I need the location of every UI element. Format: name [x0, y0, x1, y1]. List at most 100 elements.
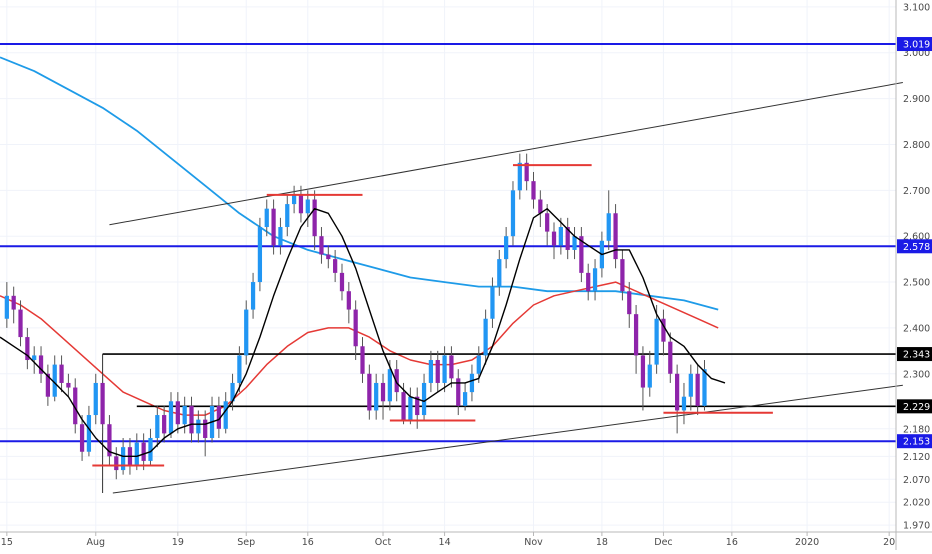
candle-body	[524, 162, 529, 182]
time-axis-ticks: 15 Aug 19 Sep 16 Oct 14 Nov 18 Dec 16 2020 20	[1, 532, 895, 548]
candle-body	[114, 456, 119, 471]
candle-body	[668, 341, 673, 374]
candle-body	[620, 259, 625, 292]
candle-body	[66, 382, 71, 388]
candle-body	[73, 387, 78, 425]
candle-body	[141, 442, 146, 461]
candle-body	[278, 227, 283, 246]
candle-body	[579, 236, 584, 273]
candle-body	[654, 318, 659, 365]
candle-body	[681, 396, 687, 411]
candle-body	[93, 382, 98, 416]
candle-body	[592, 268, 598, 292]
candle-body	[394, 369, 399, 393]
price-tag	[897, 37, 932, 52]
candle-body	[558, 227, 563, 246]
price-tag	[897, 239, 932, 254]
x-tick-label: 19	[172, 537, 184, 548]
x-tick-label: Nov	[524, 537, 543, 548]
candle-body	[271, 208, 276, 246]
price-tag-label: 2.578	[903, 242, 930, 253]
candle-body	[435, 360, 440, 383]
candle-body	[606, 213, 611, 241]
candle-body	[230, 382, 235, 402]
candle-body	[120, 447, 126, 471]
candle-body	[189, 405, 194, 434]
candle-body	[59, 364, 64, 383]
y-tick-label: 3.100	[903, 2, 930, 13]
y-tick-label: 2.900	[903, 94, 930, 105]
candle-body	[175, 401, 180, 425]
candle-body	[633, 314, 639, 356]
y-tick-label: 2.300	[903, 369, 930, 380]
candle-body	[497, 259, 502, 287]
ema-mid-layer	[0, 281, 719, 416]
y-tick-label: 2.400	[903, 323, 930, 334]
candle-body	[695, 373, 700, 406]
x-tick-label: Oct	[375, 537, 392, 548]
candle-body	[538, 199, 543, 214]
candle-body	[675, 373, 680, 411]
y-tick-label: 2.700	[903, 186, 930, 197]
ema-slow-line	[0, 56, 719, 311]
candle-body	[182, 405, 187, 425]
y-tick-label: 2.800	[903, 140, 930, 151]
price-tag	[897, 399, 932, 414]
x-tick-label: 2020	[795, 537, 819, 548]
candle-body	[408, 396, 413, 420]
candle-body	[305, 199, 310, 214]
candle-body	[25, 337, 30, 361]
ema-slow-layer	[0, 56, 719, 311]
candle-body	[353, 309, 358, 347]
x-tick-label: 16	[302, 537, 314, 548]
candle-body	[401, 392, 406, 420]
candle-body	[333, 259, 338, 273]
candle-body	[428, 360, 434, 383]
candle-body	[4, 295, 9, 319]
candle-body	[155, 415, 160, 438]
x-tick-label: Dec	[654, 537, 672, 548]
candle-body	[421, 382, 427, 416]
trend-line	[112, 384, 903, 494]
candle-body	[298, 194, 304, 214]
x-tick-label: 15	[1, 537, 13, 548]
candle-body	[374, 382, 379, 411]
price-axis-ticks: 3.100 3.000 2.900 2.800 2.700 2.600 2.500 2.400…	[903, 2, 930, 531]
candle-body	[442, 355, 447, 383]
candle-body	[415, 396, 420, 416]
candle-body	[387, 369, 392, 402]
candle-body	[339, 272, 345, 292]
price-tag-label: 3.019	[903, 40, 930, 51]
candle-body	[162, 415, 167, 434]
candles	[4, 153, 707, 480]
candle-body	[702, 369, 707, 406]
candle-body	[107, 424, 112, 457]
candle-body	[586, 272, 591, 292]
candle-body	[545, 213, 550, 232]
y-tick-label: 3.000	[903, 48, 930, 59]
x-tick-label: Sep	[237, 537, 255, 548]
price-tag	[897, 347, 932, 362]
candle-body	[257, 227, 263, 283]
candle-body	[627, 291, 632, 315]
price-tag	[897, 434, 932, 449]
candle-body	[11, 295, 16, 310]
candle-body	[565, 227, 570, 250]
candle-body	[264, 208, 269, 228]
candle-body	[168, 401, 174, 434]
candle-body	[203, 419, 208, 438]
candle-body	[38, 355, 44, 374]
x-tick-label: 16	[726, 537, 738, 548]
candle-body	[237, 355, 242, 383]
candle-body	[640, 355, 646, 388]
candle-body	[572, 236, 577, 250]
candle-body	[476, 355, 481, 374]
candle-body	[32, 355, 37, 361]
candle-body	[285, 204, 290, 228]
horizontal-levels	[0, 43, 896, 443]
price-tags: 3.019 2.578 2.343 2.229 2.153	[897, 37, 932, 449]
candle-body	[196, 419, 201, 434]
candle-body	[510, 190, 516, 237]
